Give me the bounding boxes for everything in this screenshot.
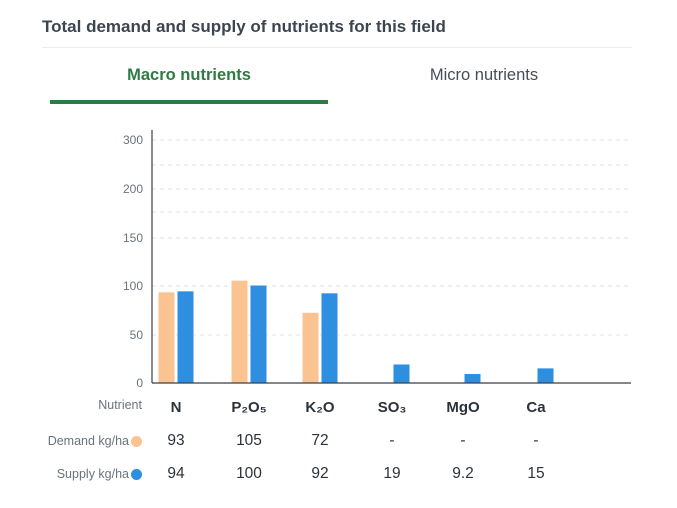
supply-value-cell: 9.2: [452, 465, 474, 482]
demand-bar: [158, 292, 175, 383]
supply-value-cell: 92: [311, 465, 329, 482]
supply-bar: [321, 293, 338, 383]
y-axis-ticks: 0 50 100 150 200 300: [123, 133, 143, 390]
demand-bar: [231, 280, 248, 383]
supply-bar: [393, 364, 410, 383]
category-label: SO₃: [378, 399, 407, 416]
supply-value-cell: 19: [383, 465, 401, 482]
tab-macro-nutrients[interactable]: Macro nutrients: [127, 66, 251, 84]
demand-value-cell: -: [460, 432, 466, 449]
tab-micro-nutrients[interactable]: Micro nutrients: [429, 66, 539, 84]
demand-row-label: Demand kg/ha: [47, 434, 129, 448]
supply-value-cell: 94: [167, 465, 185, 482]
x-axis-categories: N P₂O₅ K₂O SO₃ MgO Ca: [171, 399, 547, 416]
demand-value-cell: -: [389, 432, 395, 449]
supply-bar: [537, 368, 554, 383]
category-label: Ca: [526, 399, 546, 416]
supply-bar: [250, 285, 267, 383]
active-tab-indicator: [50, 100, 328, 104]
demand-value-cell: 72: [311, 432, 329, 449]
supply-legend-dot: [131, 469, 142, 480]
nutrient-row-label: Nutrient: [98, 398, 142, 412]
page-title: Total demand and supply of nutrients for…: [42, 17, 446, 36]
category-label: MgO: [446, 399, 480, 416]
supply-value-cell: 15: [527, 465, 545, 482]
demand-value-cell: -: [533, 432, 539, 449]
y-tick-label: 100: [123, 279, 143, 293]
supply-bar: [464, 374, 481, 383]
y-tick-label: 0: [136, 376, 143, 390]
category-label: P₂O₅: [231, 399, 266, 416]
chart-gridlines: [152, 139, 631, 336]
demand-legend-dot: [131, 436, 142, 447]
y-tick-label: 200: [123, 182, 143, 196]
chart-axes: [151, 130, 631, 384]
demand-bar: [302, 312, 319, 383]
y-tick-label: 50: [130, 328, 144, 342]
supply-row-label: Supply kg/ha: [56, 467, 129, 481]
category-label: K₂O: [305, 399, 334, 416]
title-divider: [42, 47, 632, 48]
supply-value-cell: 100: [236, 465, 262, 482]
y-tick-label: 300: [123, 133, 143, 147]
y-tick-label: 150: [123, 231, 143, 245]
category-label: N: [171, 399, 182, 416]
chart-bars: [158, 280, 554, 383]
demand-value-cell: 93: [167, 432, 185, 449]
supply-bar: [177, 291, 194, 383]
demand-value-cell: 105: [236, 432, 262, 449]
